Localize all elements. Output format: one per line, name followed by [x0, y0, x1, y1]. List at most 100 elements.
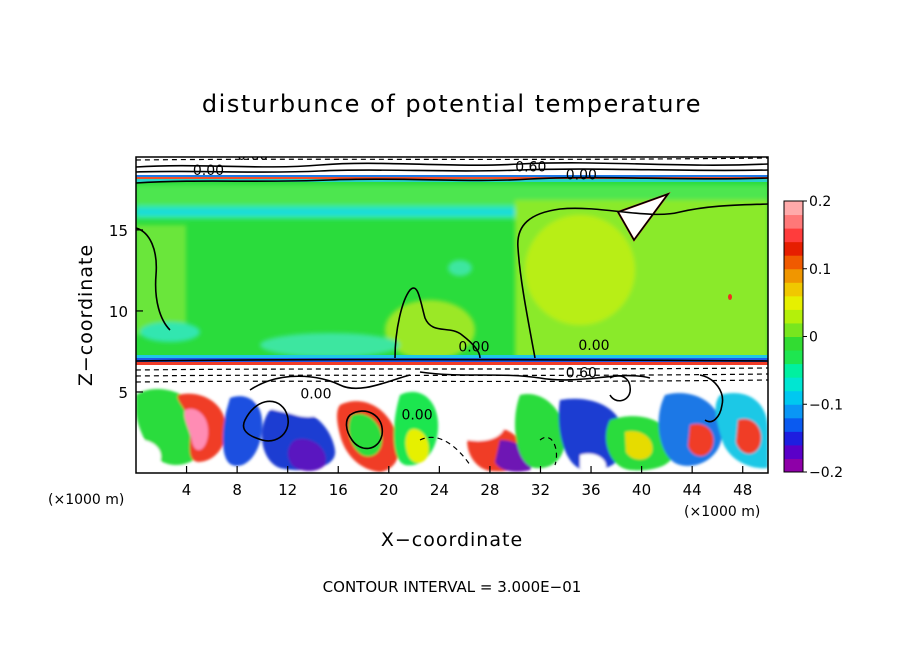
blob-green-3: [515, 394, 566, 469]
contour-lower-3: [242, 400, 289, 442]
colorbar-segment: [784, 377, 803, 392]
colorbar-segment: [784, 390, 803, 405]
blob-yellow-2: [625, 431, 653, 460]
center-light-region: [385, 300, 475, 360]
colorbar-segment: [784, 268, 803, 283]
dashed-5: [419, 436, 471, 466]
colorbar-segment: [784, 309, 803, 324]
cyan-patch-left: [140, 322, 200, 342]
contour-lines: [136, 162, 768, 450]
x-tick-label: 32: [531, 481, 550, 499]
y-tick-label: 5: [118, 384, 128, 402]
top-blue-line: [136, 175, 768, 177]
blob-red-3: [688, 423, 714, 457]
y-tick-label: 15: [109, 222, 128, 240]
x-tick-label: 8: [232, 481, 242, 499]
colorbar-segment: [784, 322, 803, 337]
blob-white-4: [580, 453, 606, 473]
x-tick-label: 20: [379, 481, 398, 499]
contour-lower-4: [345, 410, 383, 450]
contour-zero-upper: [136, 227, 171, 331]
colorbar-tick-label: −0.1: [809, 397, 843, 413]
colorbar-segment: [784, 404, 803, 419]
cyan-stripe-core: [136, 209, 768, 215]
y-tick-label: 10: [109, 303, 128, 321]
cyan-patch-mid: [260, 333, 400, 357]
blob-blue-3: [558, 398, 626, 471]
colorbar-tick-label: 0.1: [809, 262, 831, 278]
x-tick-label: 12: [278, 481, 297, 499]
temperature-field: 0.60 0.00 0.60 0.00 0.00 0.00 0.60 0.00 0.00: [136, 148, 768, 473]
contour-tropopause: [136, 358, 768, 362]
x-axis: 4 8 12 16 20 24 28 32 36 40 44 48: [182, 466, 752, 499]
blob-white-2: [438, 392, 506, 441]
colorbar-segment: [784, 228, 803, 243]
contour-zero-right: [517, 203, 768, 359]
blob-purple: [288, 438, 326, 471]
x-tick-label: 44: [683, 481, 702, 499]
contour-top-2: [136, 168, 768, 173]
colorbar-segment: [784, 241, 803, 256]
dashed-2: [136, 373, 768, 377]
contour-interval-note: CONTOUR INTERVAL = 3.000E−01: [323, 578, 582, 596]
colorbar-segment: [784, 282, 803, 297]
colorbar-segment: [784, 255, 803, 270]
colorbar: 0.2 0.1 0 −0.1 −0.2: [783, 194, 843, 481]
plot-frame: [135, 156, 769, 474]
blob-yellow: [405, 429, 429, 463]
blob-white-3: [136, 439, 161, 470]
contour-top-3: [136, 176, 768, 184]
contour-label: 0.00: [458, 339, 489, 355]
y-axis: 5 10 15: [109, 222, 143, 402]
colorbar-tick-label: 0.2: [809, 194, 831, 210]
colorbar-tick-label: 0: [809, 330, 818, 346]
colorbar-segment: [784, 295, 803, 310]
left-light-region: [136, 225, 186, 335]
chart-title: disturbunce of potential temperature: [202, 90, 702, 118]
dashed-1: [136, 367, 768, 371]
colorbar-segment: [784, 336, 803, 351]
contour-label: 0.00: [401, 408, 432, 424]
colorbar-segment: [784, 431, 803, 446]
contour-labels: 0.60 0.00 0.60 0.00 0.00 0.00 0.60 0.00 0.00: [193, 148, 610, 424]
blob-white-1: [255, 394, 331, 417]
blob-red-4: [736, 418, 762, 454]
x-tick-label: 40: [632, 481, 651, 499]
x-tick-label: 4: [182, 481, 192, 499]
contour-lower-5: [699, 374, 724, 423]
contour-label: 0.00: [578, 338, 609, 354]
colorbar-segment: [784, 458, 803, 473]
blob-left-magenta: [184, 408, 209, 451]
contour-label: 0.60: [237, 148, 268, 164]
contour-label: 0.00: [193, 163, 224, 179]
dashed-4: [136, 157, 768, 161]
colorbar-segment: [784, 417, 803, 432]
x-tick-label: 48: [733, 481, 752, 499]
colorbar-segment: [784, 201, 803, 216]
contour-top-1: [136, 162, 768, 168]
x-tick-label: 16: [329, 481, 348, 499]
x-unit-label-right: (×1000 m): [684, 504, 760, 520]
top-white-band: [136, 157, 768, 175]
blob-blue-1: [222, 396, 263, 466]
contour-label: 0.00: [300, 386, 331, 402]
contour-label: 0.60: [566, 365, 597, 381]
dashed-6: [539, 436, 558, 466]
contour-lower-6: [609, 374, 631, 402]
cyan-patch-small: [448, 260, 472, 276]
lower-blobs: [136, 388, 768, 473]
contour-label: 0.00: [566, 168, 597, 184]
red-dot: [728, 294, 732, 300]
x-axis-label: X−coordinate: [381, 529, 523, 551]
yellow-green-blob: [525, 215, 635, 325]
x-unit-label-left: (×1000 m): [48, 492, 124, 508]
contour-label: 0.60: [515, 160, 546, 176]
contour-zero-mid: [394, 287, 481, 359]
top-red-line: [136, 177, 768, 179]
lower-turbulent-layer: [136, 387, 768, 473]
x-tick-label: 24: [430, 481, 449, 499]
y-axis-label: Z−coordinate: [75, 244, 97, 386]
colorbar-segment: [784, 444, 803, 459]
